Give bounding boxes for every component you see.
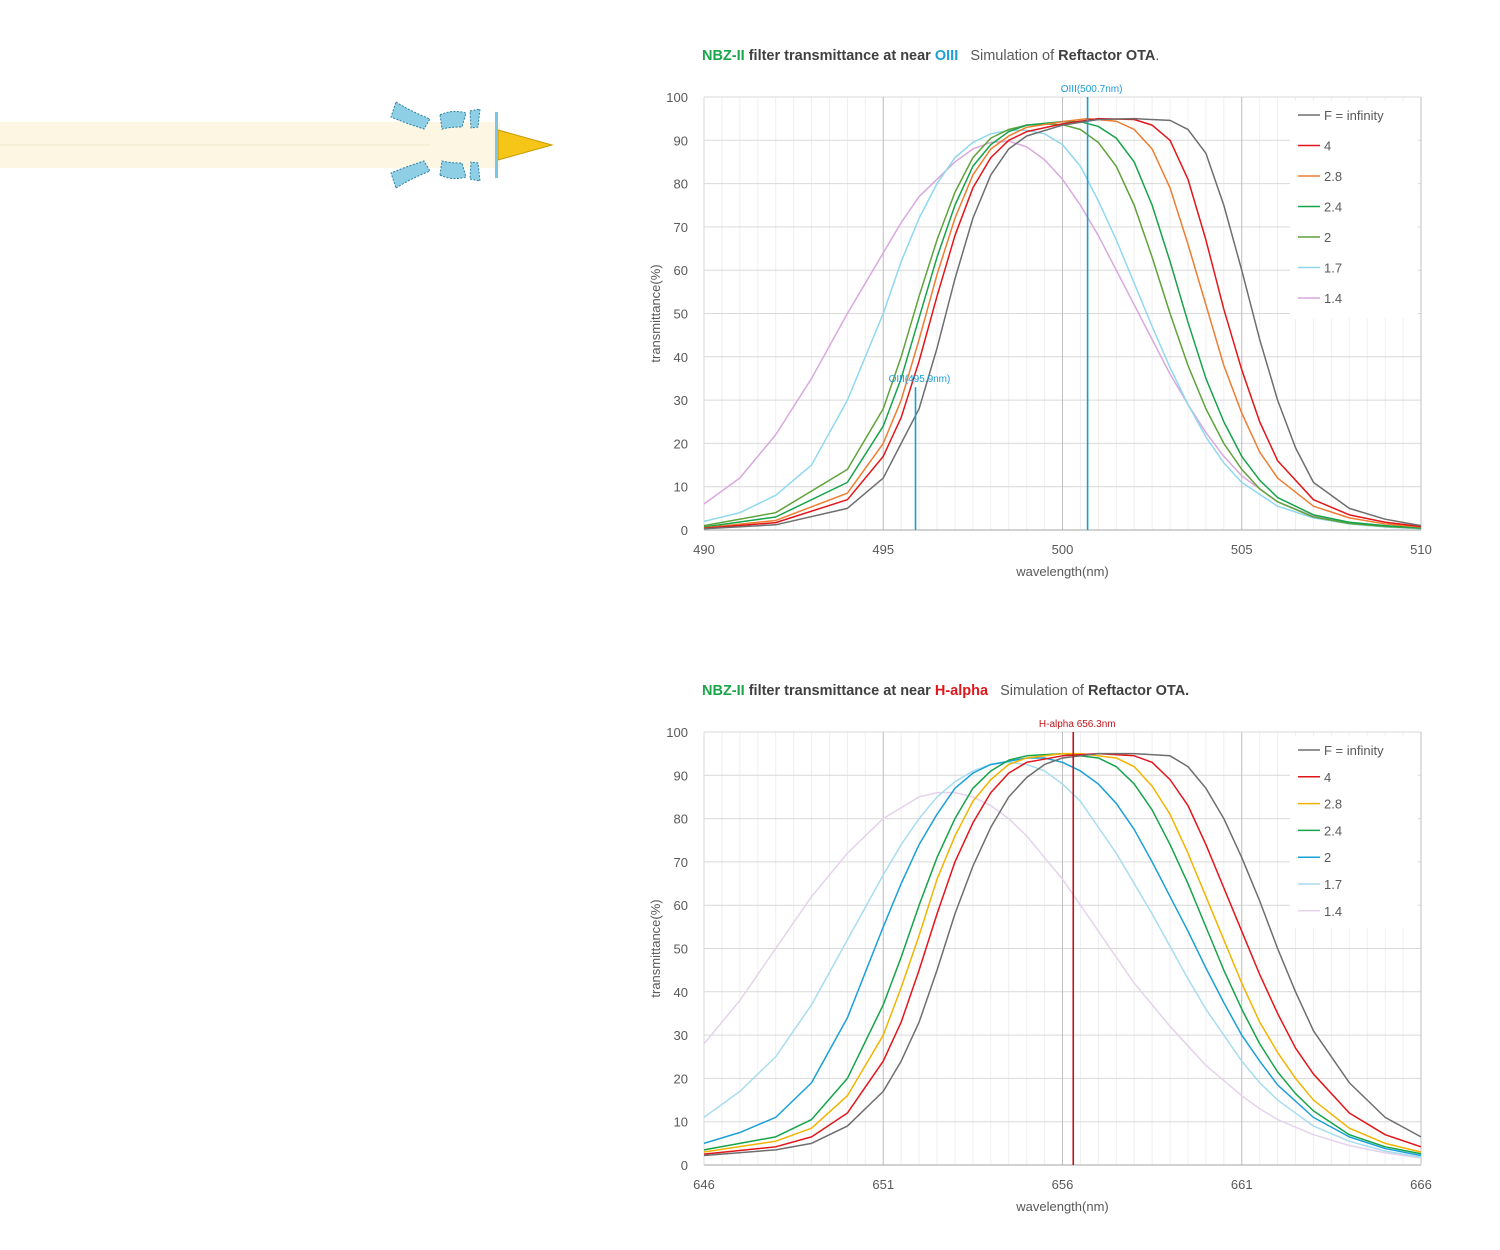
y-tick-label: 100 xyxy=(666,90,688,105)
legend-label: 2.8 xyxy=(1324,797,1342,812)
title-ota-text: Reftactor OTA. xyxy=(1087,683,1190,699)
y-tick-label: 20 xyxy=(674,436,688,451)
legend-label: 4 xyxy=(1324,770,1331,785)
h-alpha-chart: NBZ-II filter transmittance at near H-al… xyxy=(640,683,1460,1228)
legend-background xyxy=(1290,101,1418,319)
x-tick-label: 666 xyxy=(1410,1177,1432,1192)
y-tick-label: 40 xyxy=(674,985,688,1000)
oiii-chart-plot: 0 10 20 30 40 50 60 70 80 90 100 490 495 500 505 510 wav… xyxy=(648,84,1432,579)
y-tick-label: 70 xyxy=(674,220,688,235)
y-tick-label: 30 xyxy=(674,393,688,408)
legend-label: 1.4 xyxy=(1324,291,1342,306)
series-line xyxy=(703,120,1422,529)
x-tick-label: 505 xyxy=(1231,542,1253,557)
y-tick-label: 70 xyxy=(674,855,688,870)
y-tick-label: 100 xyxy=(666,725,688,740)
y-tick-label: 10 xyxy=(674,1115,688,1130)
y-tick-label: 80 xyxy=(674,177,688,192)
legend-label: 2 xyxy=(1324,850,1331,865)
y-tick-label: 30 xyxy=(674,1028,688,1043)
y-tick-label: 50 xyxy=(674,307,688,322)
title-line-name: OIII xyxy=(934,48,959,64)
series-lines xyxy=(703,752,1422,1159)
y-tick-label: 0 xyxy=(681,1158,688,1173)
series-lines xyxy=(703,117,1422,530)
title-period: . xyxy=(1155,48,1160,64)
title-simulation-text: Simulation of xyxy=(988,683,1088,699)
objective-lens-upper xyxy=(390,101,431,130)
h-alpha-chart-plot: 0 10 20 30 40 50 60 70 80 90 100 646 651 656 661 666 wav… xyxy=(648,719,1432,1214)
x-axis-label: wavelength(nm) xyxy=(1015,564,1109,579)
y-tick-label: 90 xyxy=(674,133,688,148)
legend-label: F = infinity xyxy=(1324,108,1384,123)
chart-title: NBZ-II filter transmittance at near H-al… xyxy=(702,683,1189,699)
x-tick-label: 661 xyxy=(1231,1177,1253,1192)
y-tick-label: 80 xyxy=(674,812,688,827)
title-filter-name: NBZ-II xyxy=(702,683,745,699)
series-line xyxy=(703,117,1422,530)
field-lens-upper xyxy=(469,108,481,129)
marker-label: H-alpha 656.3nm xyxy=(1039,719,1116,730)
x-tick-label: 651 xyxy=(872,1177,894,1192)
y-tick-label: 10 xyxy=(674,480,688,495)
x-tick-label: 510 xyxy=(1410,542,1432,557)
flattener-lens-lower xyxy=(439,160,467,180)
y-tick-label: 60 xyxy=(674,898,688,913)
x-tick-label: 495 xyxy=(872,542,894,557)
legend-label: 2.4 xyxy=(1324,823,1342,838)
marker-label: OIII(495.9nm) xyxy=(889,374,951,385)
flattener-lens-upper xyxy=(439,110,467,130)
x-tick-label: 500 xyxy=(1052,542,1074,557)
series-line xyxy=(703,761,1422,1158)
series-line xyxy=(703,123,1422,530)
legend: F = infinity 4 2.8 2.4 2 1.7 1.4 xyxy=(1298,108,1384,306)
oiii-chart: NBZ-II filter transmittance at near OIII… xyxy=(640,48,1460,593)
objective-lens-lower xyxy=(390,160,431,189)
y-axis-label: transmittance(%) xyxy=(648,264,663,362)
series-line xyxy=(703,752,1422,1157)
y-tick-label: 60 xyxy=(674,263,688,278)
legend-label: 2.8 xyxy=(1324,169,1342,184)
legend: F = infinity 4 2.8 2.4 2 1.7 1.4 xyxy=(1298,743,1384,919)
legend-label: 2 xyxy=(1324,230,1331,245)
title-text: filter transmittance at near xyxy=(744,48,935,64)
x-tick-label: 656 xyxy=(1052,1177,1074,1192)
x-tick-label: 646 xyxy=(693,1177,715,1192)
title-ota-text: Reftactor OTA xyxy=(1058,48,1156,64)
series-line xyxy=(703,129,1422,530)
marker-label: OIII(500.7nm) xyxy=(1061,84,1123,95)
title-text: filter transmittance at near xyxy=(744,683,935,699)
series-line xyxy=(703,117,1422,530)
refractor-ota-lens-diagram-icon xyxy=(0,101,554,189)
x-tick-label: 490 xyxy=(693,542,715,557)
x-axis-label: wavelength(nm) xyxy=(1015,1199,1109,1214)
title-line-name: H-alpha xyxy=(934,683,989,699)
series-line xyxy=(703,140,1422,530)
title-filter-name: NBZ-II xyxy=(702,48,745,64)
legend-label: 1.7 xyxy=(1324,261,1342,276)
legend-label: F = infinity xyxy=(1324,743,1384,758)
y-tick-label: 90 xyxy=(674,768,688,783)
legend-label: 1.7 xyxy=(1324,877,1342,892)
filter-plate xyxy=(495,112,498,178)
field-lens-lower xyxy=(469,161,481,182)
y-tick-label: 50 xyxy=(674,942,688,957)
legend-background xyxy=(1290,736,1418,928)
legend-label: 2.4 xyxy=(1324,200,1342,215)
series-line xyxy=(703,791,1422,1159)
series-line xyxy=(703,757,1422,1157)
y-tick-label: 0 xyxy=(681,523,688,538)
legend-label: 1.4 xyxy=(1324,904,1342,919)
chart-title: NBZ-II filter transmittance at near OIII… xyxy=(702,48,1159,64)
refractor-ota-illustration xyxy=(0,101,554,189)
y-tick-label: 20 xyxy=(674,1071,688,1086)
y-axis-label: transmittance(%) xyxy=(648,899,663,997)
legend-label: 4 xyxy=(1324,139,1331,154)
series-line xyxy=(703,752,1422,1155)
y-tick-label: 40 xyxy=(674,350,688,365)
series-line xyxy=(703,752,1422,1153)
focal-cone xyxy=(497,129,554,161)
title-simulation-text: Simulation of xyxy=(958,48,1059,64)
